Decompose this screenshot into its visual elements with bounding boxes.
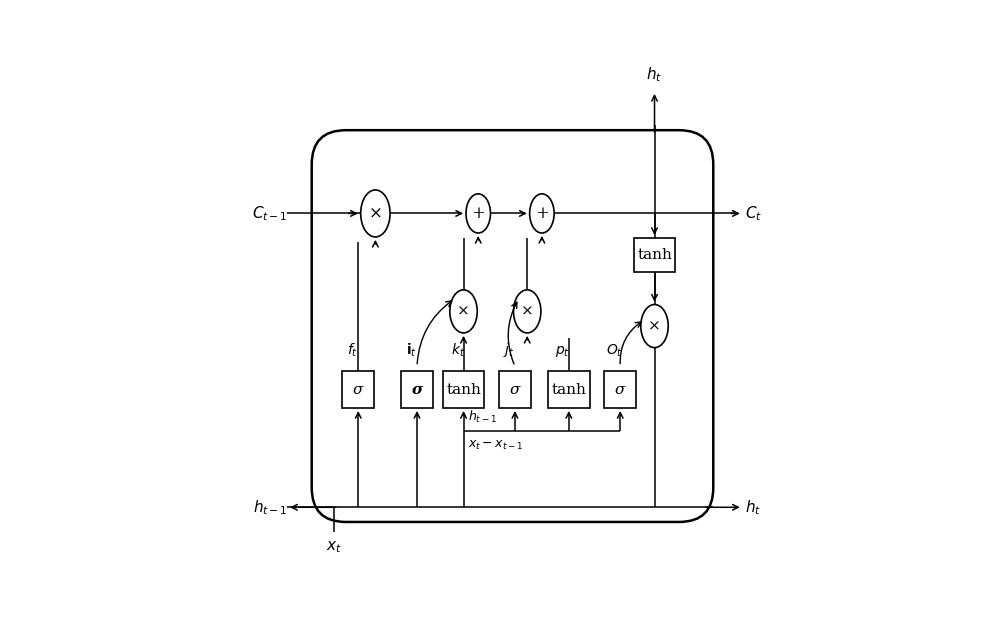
FancyBboxPatch shape — [401, 371, 433, 408]
Text: σ: σ — [411, 383, 423, 397]
Text: $C_{t-1}$: $C_{t-1}$ — [252, 204, 287, 223]
Text: tanh: tanh — [637, 248, 672, 262]
Text: $\mathbf{i}_t$: $\mathbf{i}_t$ — [406, 342, 417, 359]
Ellipse shape — [361, 190, 390, 237]
Text: ×: × — [368, 205, 382, 222]
Ellipse shape — [530, 194, 554, 233]
Text: $f_t$: $f_t$ — [347, 342, 358, 359]
Text: σ: σ — [510, 383, 520, 397]
FancyBboxPatch shape — [499, 371, 531, 408]
Text: tanh: tanh — [446, 383, 481, 397]
Text: $h_{t-1}$: $h_{t-1}$ — [468, 410, 497, 425]
Text: ×: × — [457, 305, 470, 319]
Text: $x_t$: $x_t$ — [326, 539, 342, 555]
Ellipse shape — [513, 290, 541, 333]
Text: $h_{t-1}$: $h_{t-1}$ — [253, 498, 287, 516]
Text: $k_t$: $k_t$ — [451, 342, 465, 359]
Text: ×: × — [648, 319, 661, 333]
Text: $h_t$: $h_t$ — [745, 498, 761, 516]
Text: $p_t$: $p_t$ — [555, 344, 570, 359]
Text: ×: × — [521, 305, 534, 319]
Text: σ: σ — [353, 383, 363, 397]
Text: $C_t$: $C_t$ — [745, 204, 762, 223]
Text: $j_t$: $j_t$ — [503, 341, 515, 359]
FancyBboxPatch shape — [443, 371, 484, 408]
FancyBboxPatch shape — [604, 371, 636, 408]
Text: σ: σ — [615, 383, 625, 397]
FancyBboxPatch shape — [342, 371, 374, 408]
FancyBboxPatch shape — [548, 371, 590, 408]
Ellipse shape — [641, 305, 668, 348]
Ellipse shape — [450, 290, 477, 333]
Text: +: + — [535, 205, 549, 222]
Text: tanh: tanh — [551, 383, 586, 397]
Text: $O_t$: $O_t$ — [606, 343, 623, 359]
Text: +: + — [471, 205, 485, 222]
FancyBboxPatch shape — [634, 238, 675, 272]
Ellipse shape — [466, 194, 490, 233]
Text: $x_t - x_{t-1}$: $x_t - x_{t-1}$ — [468, 439, 524, 452]
Text: $h_t$: $h_t$ — [646, 65, 663, 84]
